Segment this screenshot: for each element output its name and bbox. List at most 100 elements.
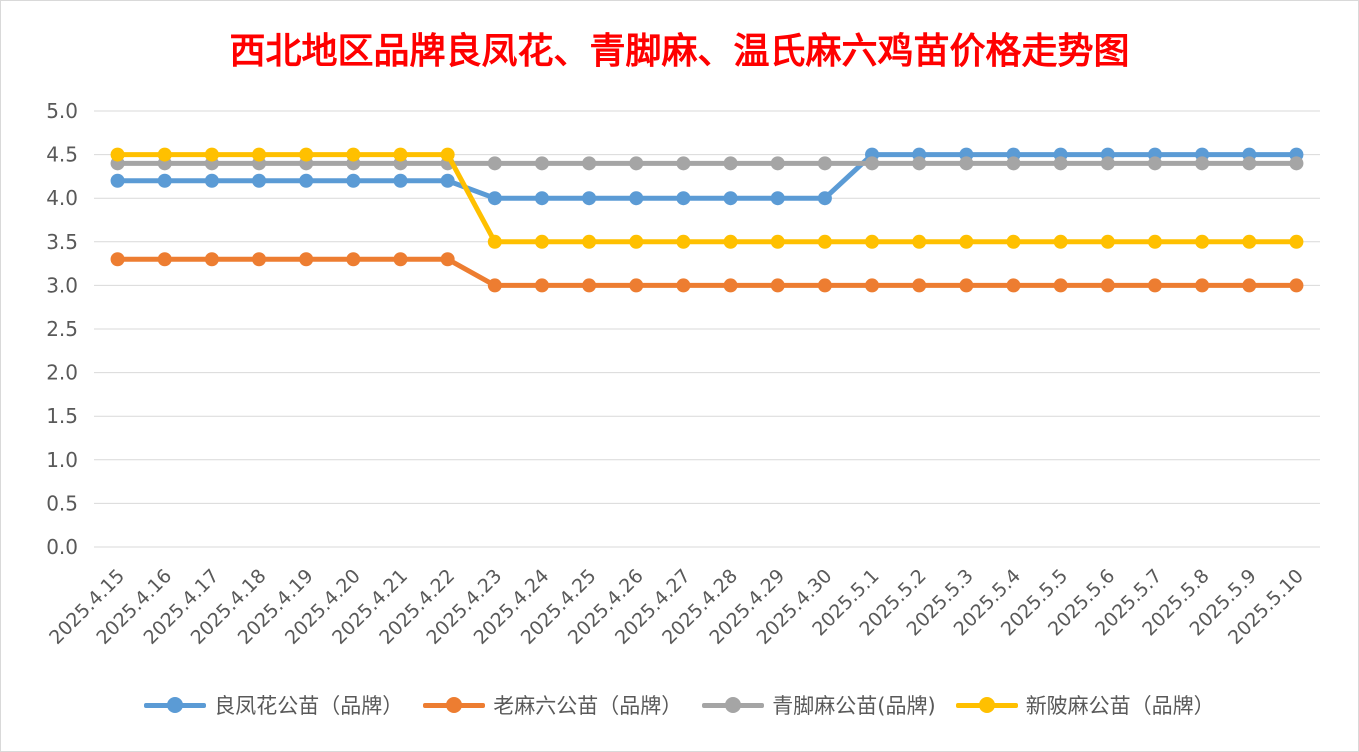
data-point bbox=[723, 278, 738, 293]
y-tick-label: 2.5 bbox=[46, 317, 78, 341]
data-point bbox=[1242, 234, 1257, 249]
legend-swatch bbox=[955, 697, 1018, 713]
data-point bbox=[676, 191, 691, 206]
y-tick-label: 4.5 bbox=[46, 143, 78, 167]
legend-swatch bbox=[702, 697, 765, 713]
data-point bbox=[1053, 278, 1068, 293]
series-4 bbox=[110, 147, 1304, 249]
data-point bbox=[817, 156, 832, 171]
y-tick-label: 4.0 bbox=[46, 186, 78, 210]
y-tick-label: 1.0 bbox=[46, 448, 78, 472]
data-point bbox=[912, 156, 927, 171]
y-tick-label: 0.0 bbox=[46, 535, 78, 559]
data-point bbox=[1053, 156, 1068, 171]
data-point bbox=[629, 191, 644, 206]
data-point bbox=[487, 156, 502, 171]
data-point bbox=[1100, 278, 1115, 293]
data-point bbox=[1289, 278, 1304, 293]
data-point bbox=[629, 156, 644, 171]
data-point bbox=[770, 278, 785, 293]
data-point bbox=[393, 173, 408, 188]
data-point bbox=[817, 191, 832, 206]
data-point bbox=[959, 156, 974, 171]
data-point bbox=[534, 278, 549, 293]
series-line bbox=[115, 152, 1299, 201]
data-point bbox=[393, 147, 408, 162]
data-point bbox=[1006, 278, 1021, 293]
data-point bbox=[346, 173, 361, 188]
data-point bbox=[110, 147, 125, 162]
data-point bbox=[865, 278, 880, 293]
legend-item-4: 新陂麻公苗（品牌） bbox=[955, 690, 1215, 720]
data-point bbox=[252, 147, 267, 162]
data-point bbox=[770, 191, 785, 206]
data-point bbox=[770, 234, 785, 249]
data-point bbox=[723, 191, 738, 206]
data-point bbox=[204, 147, 219, 162]
data-point bbox=[1147, 156, 1162, 171]
data-point bbox=[912, 278, 927, 293]
series-3 bbox=[110, 156, 1304, 171]
data-point bbox=[1289, 234, 1304, 249]
data-point bbox=[582, 156, 597, 171]
y-tick-label: 3.5 bbox=[46, 230, 78, 254]
data-point bbox=[110, 173, 125, 188]
data-point bbox=[157, 147, 172, 162]
data-point bbox=[817, 234, 832, 249]
data-point bbox=[1289, 156, 1304, 171]
data-point bbox=[440, 147, 455, 162]
data-point bbox=[534, 156, 549, 171]
data-point bbox=[676, 234, 691, 249]
data-point bbox=[1195, 234, 1210, 249]
data-point bbox=[1147, 234, 1162, 249]
data-point bbox=[629, 234, 644, 249]
data-point bbox=[299, 147, 314, 162]
data-point bbox=[1195, 156, 1210, 171]
data-point bbox=[346, 147, 361, 162]
data-point bbox=[534, 234, 549, 249]
data-point bbox=[440, 173, 455, 188]
data-point bbox=[252, 173, 267, 188]
data-point bbox=[204, 173, 219, 188]
data-point bbox=[959, 234, 974, 249]
y-tick-label: 0.5 bbox=[46, 491, 78, 515]
data-point bbox=[299, 252, 314, 267]
data-point bbox=[299, 173, 314, 188]
data-point bbox=[676, 156, 691, 171]
y-tick-label: 3.0 bbox=[46, 273, 78, 297]
data-point bbox=[676, 278, 691, 293]
data-point bbox=[865, 234, 880, 249]
data-point bbox=[723, 156, 738, 171]
legend-swatch bbox=[423, 697, 486, 713]
data-point bbox=[487, 234, 502, 249]
data-point bbox=[1195, 278, 1210, 293]
data-point bbox=[1006, 234, 1021, 249]
series-line bbox=[115, 256, 1299, 288]
series-line bbox=[115, 152, 1299, 245]
legend-label: 青脚麻公苗(品牌) bbox=[772, 694, 936, 718]
data-point bbox=[770, 156, 785, 171]
data-point bbox=[912, 234, 927, 249]
data-point bbox=[582, 234, 597, 249]
legend-label: 良凤花公苗（品牌） bbox=[214, 694, 404, 718]
legend-label: 老麻六公苗（品牌） bbox=[493, 694, 683, 718]
y-tick-label: 2.0 bbox=[46, 361, 78, 385]
data-point bbox=[204, 252, 219, 267]
data-point bbox=[157, 173, 172, 188]
series-layer bbox=[110, 147, 1304, 293]
y-tick-label: 5.0 bbox=[46, 99, 78, 123]
y-axis-ticks: 0.0 0.5 1.0 1.5 2.0 2.5 3.0 3.5 4.0 4.5 5.0 bbox=[46, 99, 78, 559]
legend-item-1: 良凤花公苗（品牌） bbox=[144, 690, 403, 720]
data-point bbox=[959, 278, 974, 293]
data-point bbox=[1100, 156, 1115, 171]
series-2 bbox=[110, 252, 1304, 293]
x-axis-ticks: 2025.4.152025.4.162025.4.172025.4.182025… bbox=[45, 565, 1308, 649]
legend-swatch bbox=[144, 697, 207, 713]
data-point bbox=[582, 191, 597, 206]
chart-title: 西北地区品牌良凤花、青脚麻、温氏麻六鸡苗价格走势图 bbox=[229, 30, 1130, 72]
legend: 良凤花公苗（品牌） 老麻六公苗（品牌） 青脚麻公苗(品牌) 新陂麻公苗（品牌） bbox=[0, 690, 1359, 720]
y-tick-label: 1.5 bbox=[46, 404, 78, 428]
data-point bbox=[157, 252, 172, 267]
data-point bbox=[817, 278, 832, 293]
